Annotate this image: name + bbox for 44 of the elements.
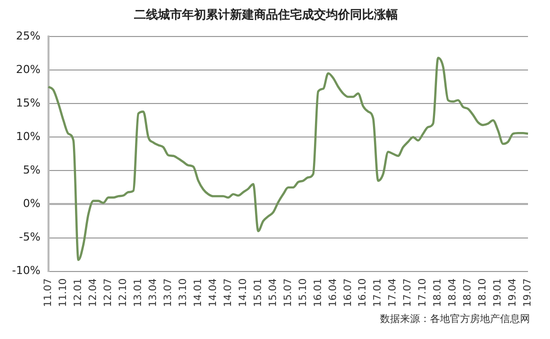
y-tick-label: -10% — [12, 264, 40, 278]
y-tick-label: 10% — [16, 130, 40, 143]
x-tick-label: 16.10 — [358, 278, 369, 308]
source-note: 数据来源：各地官方房地产信息网 — [380, 312, 530, 326]
x-tick-label: 11.07 — [43, 278, 54, 308]
x-tick-label: 14.10 — [238, 278, 249, 308]
x-tick-label: 15.10 — [298, 278, 309, 308]
y-tick-label: 0% — [22, 197, 40, 210]
x-tick-label: 12.07 — [102, 278, 114, 308]
x-tick-label: 16.01 — [312, 278, 324, 308]
x-tick-label: 12.10 — [118, 278, 129, 308]
x-tick-label: 16.04 — [328, 278, 339, 308]
x-tick-label: 13.10 — [178, 278, 189, 308]
x-tick-label: 14.01 — [192, 278, 204, 308]
x-tick-label: 17.07 — [402, 278, 414, 308]
x-tick-label: 13.07 — [162, 278, 174, 308]
x-tick-label: 12.01 — [72, 278, 84, 308]
y-tick-label: -5% — [18, 230, 40, 244]
x-tick-label: 18.04 — [448, 278, 459, 308]
x-tick-label: 12.04 — [88, 278, 99, 308]
x-tick-label: 18.07 — [462, 278, 474, 308]
x-tick-label: 15.07 — [282, 278, 294, 308]
x-tick-label: 17.01 — [372, 278, 384, 308]
x-tick-label: 14.04 — [208, 278, 219, 308]
x-tick-label: 19.04 — [508, 278, 519, 308]
x-tick-label: 11.10 — [58, 278, 69, 308]
y-tick-label: 15% — [16, 96, 40, 110]
chart-title: 二线城市年初累计新建商品住宅成交均价同比涨幅 — [134, 7, 398, 22]
y-tick-label: 25% — [16, 29, 40, 42]
x-tick-label: 15.04 — [268, 278, 279, 308]
x-tick-label: 13.01 — [132, 278, 144, 308]
x-tick-label: 18.10 — [478, 278, 489, 308]
line-series — [47, 56, 530, 262]
x-tick-label: 16.07 — [342, 278, 354, 308]
x-tick-label: 17.10 — [418, 278, 429, 308]
x-tick-label: 14.07 — [222, 278, 234, 308]
x-tick-label: 13.04 — [148, 278, 159, 308]
x-tick-label: 19.07 — [522, 278, 534, 308]
x-tick-label: 17.04 — [388, 278, 399, 308]
x-tick-label: 19.01 — [492, 278, 504, 308]
y-tick-label: 5% — [22, 164, 40, 177]
y-tick-label: 20% — [16, 62, 40, 76]
x-tick-label: 15.01 — [252, 278, 264, 308]
x-tick-label: 18.01 — [432, 278, 444, 308]
